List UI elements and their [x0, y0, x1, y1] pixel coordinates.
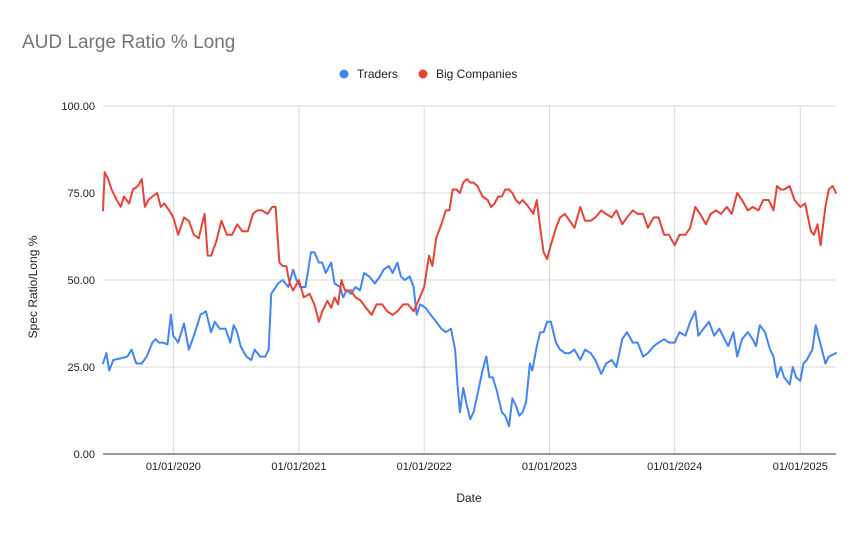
x-tick-label: 01/01/2024 — [647, 461, 702, 473]
x-axis-tick-labels: 01/01/2020 01/01/2021 01/01/2022 01/01/2023… — [146, 461, 828, 473]
y-tick-label: 25.00 — [67, 362, 95, 374]
y-tick-label: 100.00 — [61, 101, 95, 113]
legend-label-traders: Traders — [357, 67, 398, 81]
series-lines — [102, 171, 837, 428]
legend-item-traders[interactable]: Traders — [339, 67, 398, 81]
series-line-traders — [102, 251, 837, 428]
y-axis-tick-labels: 0.00 25.00 50.00 75.00 100.00 — [61, 101, 95, 461]
chart-title: AUD Large Ratio % Long — [22, 32, 235, 53]
legend-item-big-companies[interactable]: Big Companies — [418, 67, 518, 81]
y-tick-label: 75.00 — [67, 188, 95, 200]
x-tick-label: 01/01/2021 — [271, 461, 326, 473]
legend: Traders Big Companies — [339, 67, 518, 81]
x-tick-label: 01/01/2022 — [397, 461, 452, 473]
y-tick-label: 0.00 — [74, 449, 95, 461]
gridlines — [103, 105, 836, 454]
series-line-big-companies — [102, 171, 837, 323]
y-tick-label: 50.00 — [67, 275, 95, 287]
legend-marker-traders — [339, 69, 349, 79]
x-tick-label: 01/01/2023 — [522, 461, 577, 473]
x-axis-title: Date — [456, 491, 482, 505]
legend-label-big-companies: Big Companies — [436, 67, 517, 81]
x-tick-label: 01/01/2025 — [773, 461, 828, 473]
legend-marker-big-companies — [418, 69, 428, 79]
y-axis-title: Spec Ratio/Long % — [26, 235, 40, 338]
x-tick-label: 01/01/2020 — [146, 461, 201, 473]
